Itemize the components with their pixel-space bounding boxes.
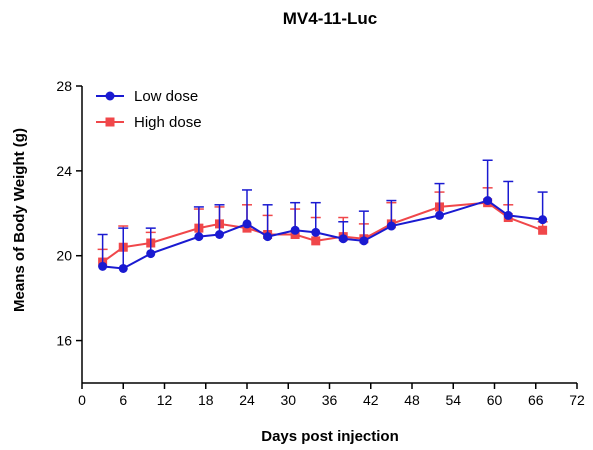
x-tick-label: 30	[280, 392, 296, 408]
x-tick-label: 54	[445, 392, 461, 408]
legend-marker	[105, 117, 115, 127]
x-tick-label: 24	[239, 392, 255, 408]
legend-label: High dose	[134, 114, 202, 131]
data-point	[338, 234, 348, 244]
data-point	[146, 249, 156, 259]
x-tick-label: 72	[569, 392, 585, 408]
legend-marker	[105, 91, 115, 101]
x-tick-label: 48	[404, 392, 420, 408]
data-point	[215, 230, 224, 239]
x-tick-label: 60	[487, 392, 503, 408]
legend-item: Low dose	[96, 88, 198, 105]
data-point	[435, 210, 444, 220]
legend: Low dose High dose	[96, 88, 202, 131]
data-point	[386, 221, 396, 231]
x-tick-label: 6	[119, 392, 127, 408]
legend-label: Low dose	[134, 88, 198, 105]
data-point	[311, 227, 321, 237]
data-point	[483, 196, 493, 206]
data-point	[311, 236, 321, 246]
data-point	[118, 263, 128, 273]
data-point	[538, 225, 548, 235]
series-low-dose	[97, 159, 548, 273]
x-tick-label: 66	[528, 392, 544, 408]
data-point	[194, 232, 204, 242]
data-point	[290, 225, 300, 235]
y-tick-label: 20	[56, 248, 72, 264]
data-point	[242, 219, 252, 229]
series-layer	[97, 159, 548, 273]
y-tick-label: 24	[56, 163, 72, 179]
x-tick-label: 0	[78, 392, 86, 408]
x-tick-label: 42	[363, 392, 379, 408]
x-tick-label: 12	[157, 392, 173, 408]
data-point	[359, 236, 369, 246]
data-point	[98, 261, 108, 271]
data-point	[263, 232, 273, 242]
legend-item: High dose	[96, 114, 202, 131]
y-axis-label: Means of Body Weight (g)	[11, 128, 28, 312]
axes: 0 6 12 18 24 30 36 42 48 54 60 66 72 16 20 24 28	[56, 78, 585, 408]
y-tick-label: 16	[56, 333, 72, 349]
x-tick-label: 18	[198, 392, 214, 408]
data-point	[503, 210, 513, 220]
data-point	[538, 215, 548, 225]
series-line	[102, 201, 543, 263]
y-tick-label: 28	[56, 78, 72, 94]
series-line	[102, 199, 543, 270]
chart-title: MV4-11-Luc	[283, 9, 377, 28]
x-axis-label: Days post injection	[261, 428, 399, 445]
series-high-dose	[97, 187, 548, 267]
x-tick-label: 36	[322, 392, 338, 408]
